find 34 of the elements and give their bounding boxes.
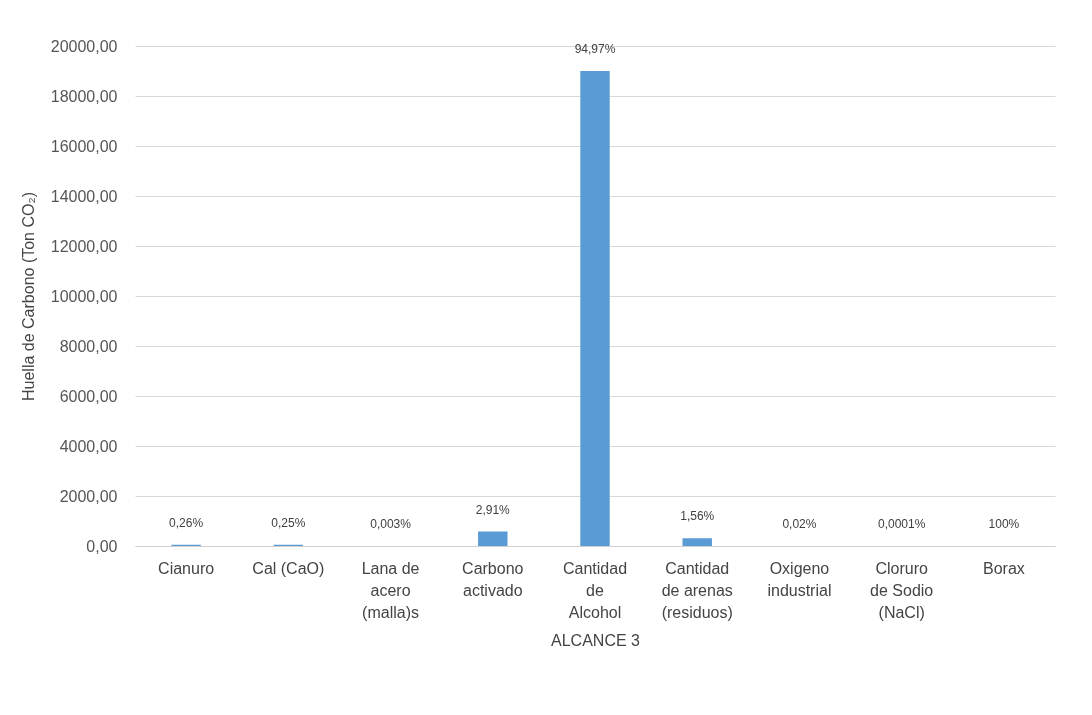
y-tick-label: 20000,00 <box>50 37 118 55</box>
y-tick-label: 4000,00 <box>59 437 118 455</box>
annotation: 0,02% <box>782 517 817 531</box>
bar <box>580 71 610 546</box>
x-tick-label: Cloruro de Sodio (NaCl) <box>870 559 934 621</box>
y-tick-label: 18000,00 <box>50 87 118 105</box>
annotation: 94,97% <box>574 42 616 56</box>
x-axis-title: ALCANCE 3 <box>551 631 641 649</box>
bar <box>478 531 508 546</box>
y-tick-label: 10000,00 <box>50 287 118 305</box>
x-tick-label: Cianuro <box>158 559 215 577</box>
annotation: 1,56% <box>680 509 715 524</box>
annotation: 0,26% <box>169 515 204 530</box>
annotation: 0,0001% <box>877 517 926 531</box>
y-tick-label: 6000,00 <box>59 387 118 405</box>
y-tick-label: 2000,00 <box>59 487 118 505</box>
y-axis-title: Huella de Carbono (Ton CO₂) <box>19 192 37 401</box>
x-tick-label: Cantidad de arenas (residuos) <box>661 559 733 621</box>
annotation: 0,003% <box>370 517 412 531</box>
x-tick-label: Carbono activado <box>462 559 524 599</box>
bar <box>682 538 712 546</box>
annotation: 100% <box>988 517 1020 531</box>
x-tick-label: Lana de acero (malla)s <box>361 559 420 621</box>
y-tick-label: 14000,00 <box>50 187 118 205</box>
x-tick-label: Cantidad de Alcohol <box>562 559 628 621</box>
x-tick-label: Oxigeno industrial <box>767 559 832 599</box>
x-tick-label: Borax <box>982 559 1025 577</box>
annotation: 2,91% <box>475 502 511 517</box>
x-tick-label: Cal (CaO) <box>252 559 325 577</box>
y-tick-label: 8000,00 <box>59 337 118 355</box>
annotation: 0,25% <box>271 515 306 530</box>
y-tick-label: 16000,00 <box>50 137 118 155</box>
y-tick-label: 12000,00 <box>50 237 118 255</box>
y-tick-label: 0,00 <box>86 537 118 555</box>
